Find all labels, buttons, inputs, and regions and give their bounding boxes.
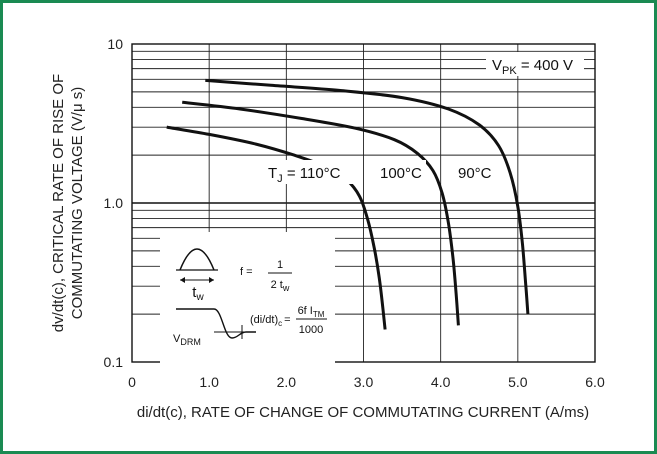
waveform-inset: tw f = 1 2 tw VDRM (di/dt)c = 6f ITM 1000 xyxy=(160,232,335,365)
didt-denominator: 1000 xyxy=(299,324,323,336)
inset-pulse-icon xyxy=(179,248,215,271)
y-tick-label: 0.1 xyxy=(104,354,124,370)
freq-lhs: f = xyxy=(240,266,253,278)
y-axis-label-line2: COMMUTATING VOLTAGE (V/μ s) xyxy=(69,87,86,320)
series-line xyxy=(182,100,460,326)
tj110-annotation: TJ = 110°C xyxy=(268,165,341,185)
tick-labels: 0 1.0 2.0 3.0 4.0 5.0 6.0 10 1.0 0.1 xyxy=(104,36,605,390)
x-tick-label: 0 xyxy=(128,374,136,390)
series-line xyxy=(205,78,530,315)
plot-area xyxy=(131,43,596,363)
freq-denominator: 2 tw xyxy=(271,279,290,293)
tj110-label-background xyxy=(262,160,362,184)
x-tick-label: 6.0 xyxy=(585,374,605,390)
x-tick-label: 5.0 xyxy=(508,374,528,390)
y-tick-label: 1.0 xyxy=(104,195,124,211)
t100-annotation: 100°C xyxy=(380,165,422,182)
x-tick-label: 1.0 xyxy=(199,374,219,390)
y-axis-label-line1: dv/dt(c), CRITICAL RATE OF RISE OF xyxy=(50,74,67,332)
x-tick-label: 3.0 xyxy=(354,374,374,390)
vpk-annotation: VPK = 400 V xyxy=(492,57,573,77)
x-axis-label: di/dt(c), RATE OF CHANGE OF COMMUTATING … xyxy=(137,404,589,421)
x-tick-label: 2.0 xyxy=(277,374,297,390)
tw-label: tw xyxy=(192,284,204,303)
didt-lhs: (di/dt)c = xyxy=(250,314,291,328)
didt-numerator: 6f ITM xyxy=(298,305,325,319)
t90-label-background xyxy=(455,160,497,184)
freq-numerator: 1 xyxy=(277,259,283,271)
x-tick-label: 4.0 xyxy=(431,374,451,390)
commutation-waveform-icon xyxy=(176,308,256,339)
y-tick-label: 10 xyxy=(107,36,123,52)
series-curves xyxy=(166,78,530,330)
t90-annotation: 90°C xyxy=(458,165,492,182)
t100-label-background xyxy=(376,160,426,184)
vpk-label-background xyxy=(486,52,584,76)
vdrm-label: VDRM xyxy=(173,333,201,347)
series-line xyxy=(166,125,387,330)
